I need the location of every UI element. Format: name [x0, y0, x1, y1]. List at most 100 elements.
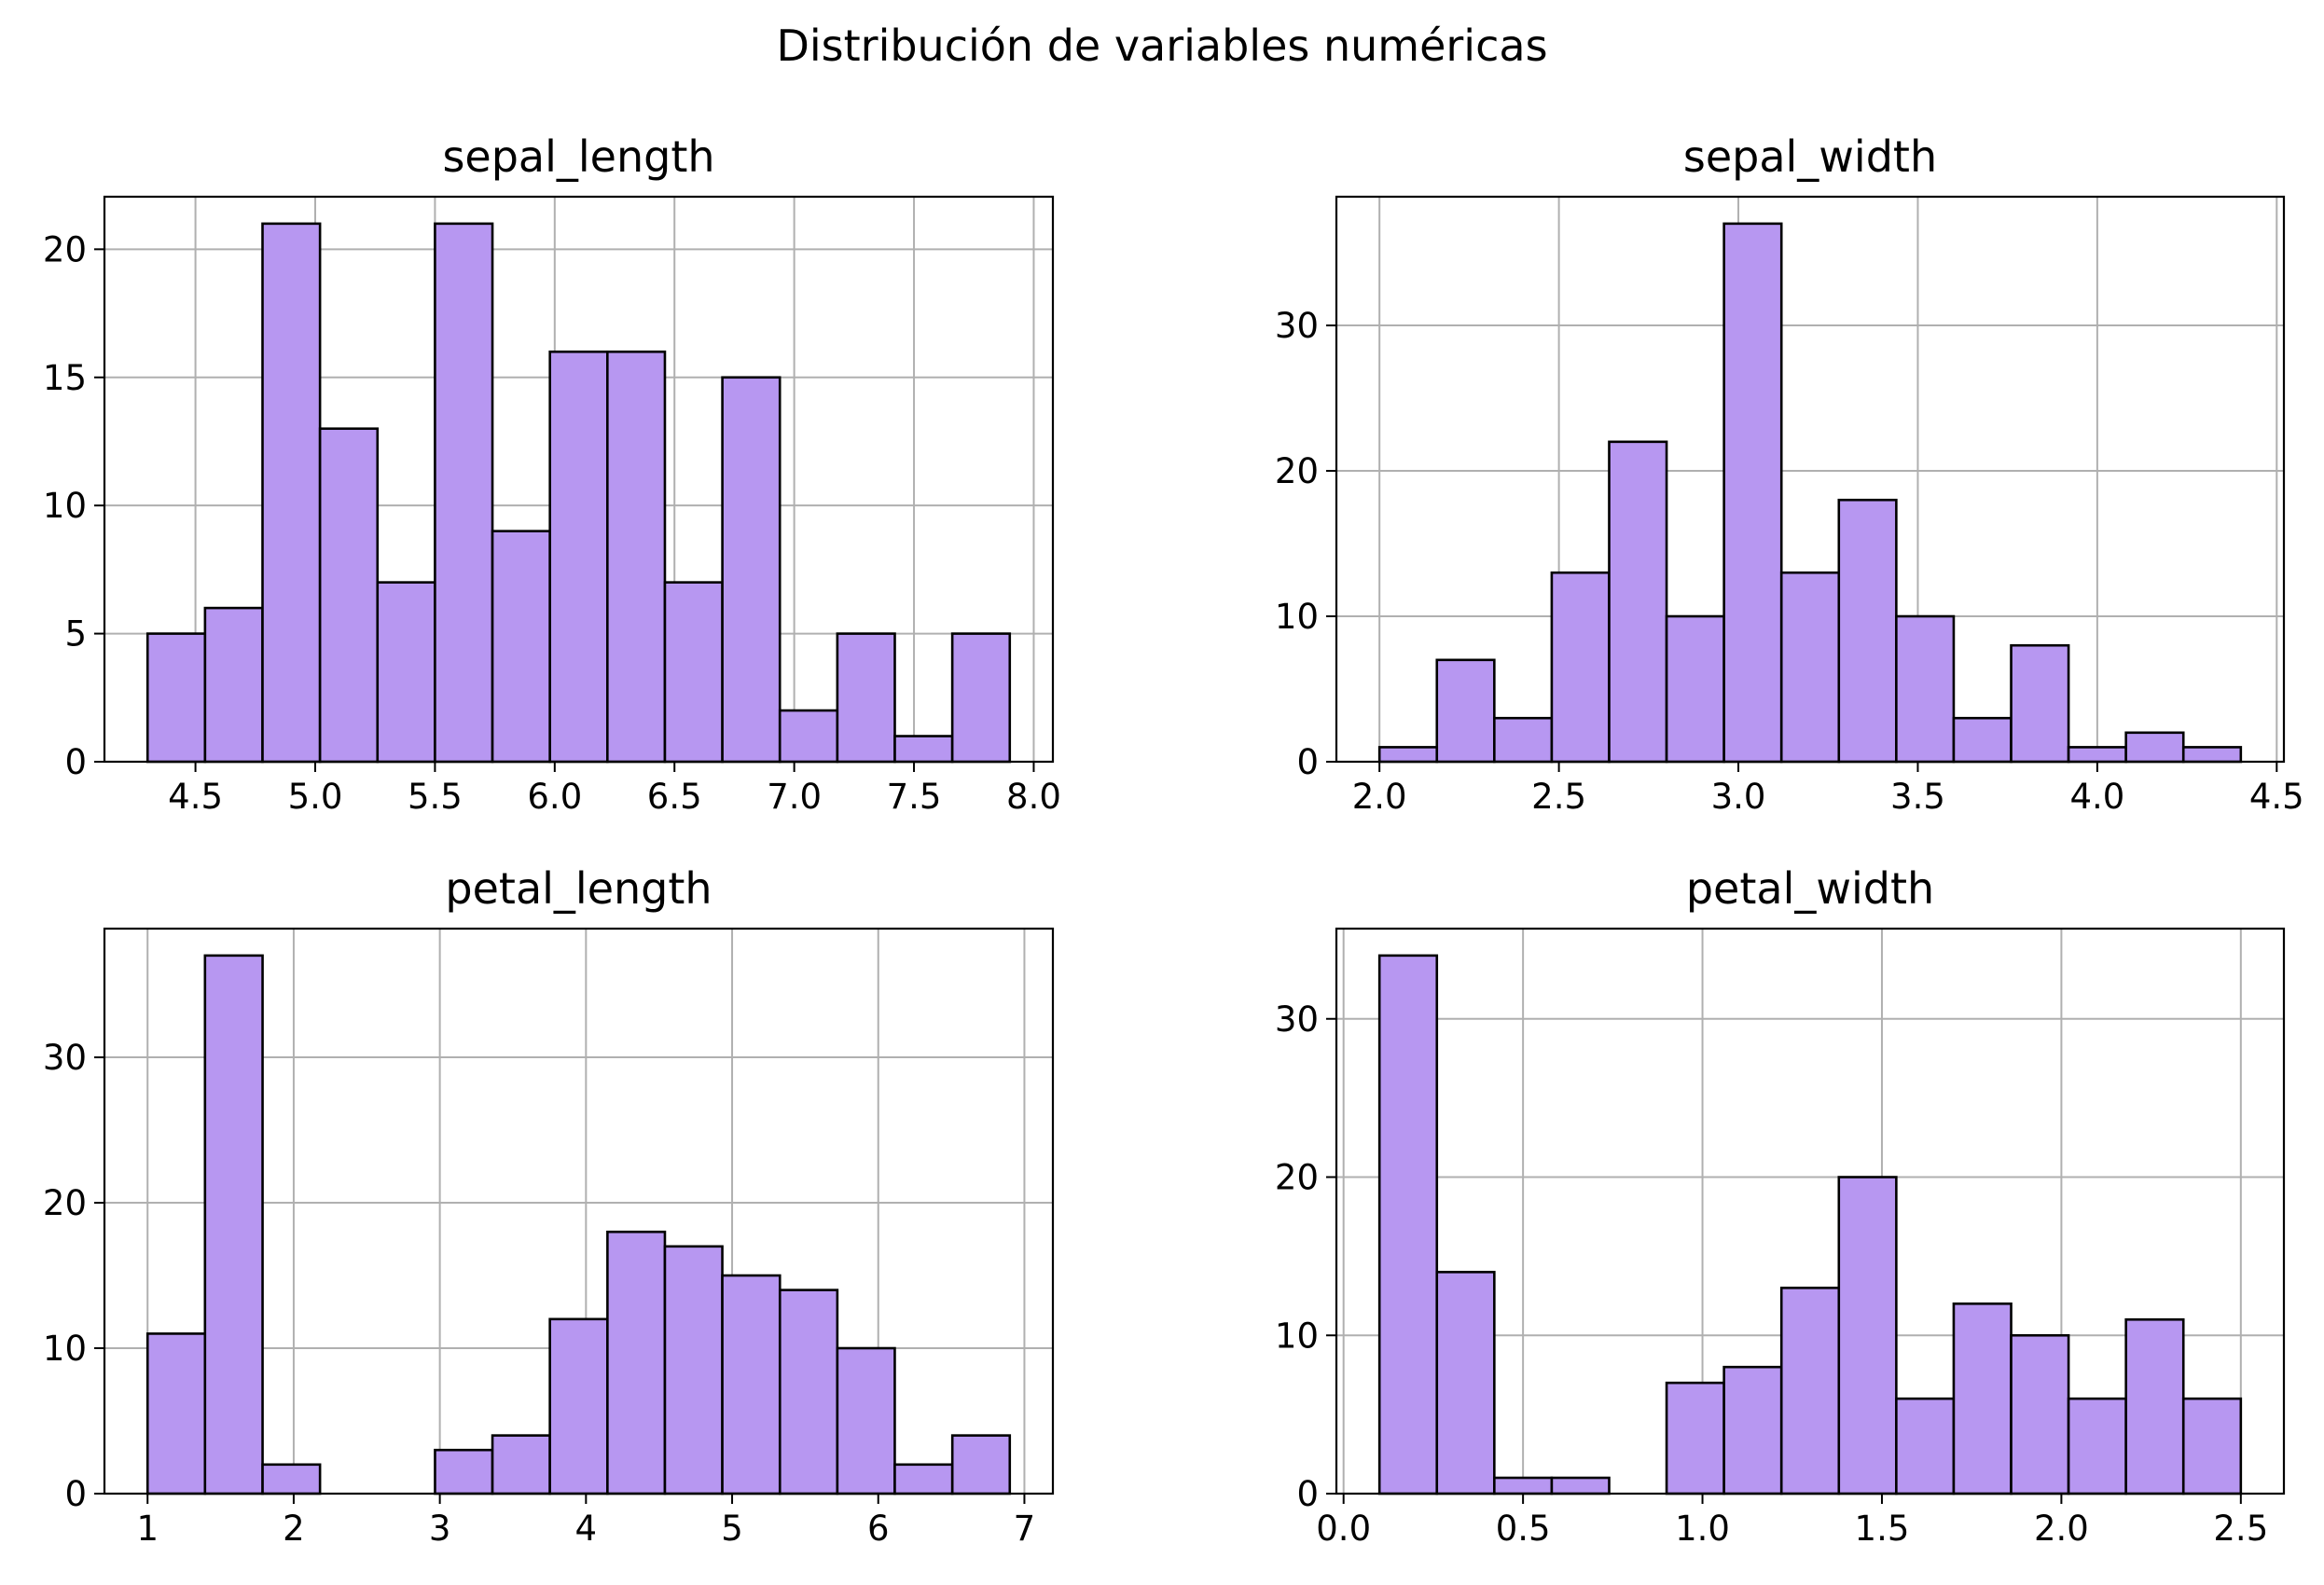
- histogram-bar: [145, 632, 207, 764]
- subplot-sepal-length: 4.5 5.0 5.5 6.0 6.5 7.0 7.5 8.0 0 5 10 15 20 sepal_le…: [43, 131, 1061, 817]
- histogram-bar: [1550, 571, 1611, 764]
- y-tick-label: 20: [43, 1183, 87, 1223]
- histogram-bar: [434, 222, 494, 764]
- histogram-bar: [203, 606, 264, 764]
- histogram-bar: [893, 1463, 954, 1495]
- x-tick-label: 1: [136, 1509, 159, 1549]
- x-tick-label: 4: [575, 1509, 598, 1549]
- subplot-title: petal_width: [1686, 863, 1934, 914]
- y-tick-label: 30: [1275, 306, 1319, 346]
- histogram-bar: [2124, 1317, 2185, 1495]
- y-tick-label: 20: [1275, 1158, 1319, 1198]
- histogram-bar: [1722, 222, 1783, 764]
- x-tick-label: 0.0: [1316, 1509, 1371, 1549]
- x-tick-label: 1.0: [1675, 1509, 1730, 1549]
- x-tick-label: 8.0: [1006, 777, 1061, 817]
- y-tick-label: 0: [64, 1474, 87, 1514]
- histogram-bar: [2181, 1397, 2243, 1495]
- histogram-bar: [1377, 746, 1439, 764]
- histogram-bar: [836, 1346, 896, 1495]
- y-tick-label: 30: [1275, 999, 1319, 1040]
- histogram-bar: [2010, 1333, 2070, 1495]
- histogram-bar: [1779, 1287, 1841, 1495]
- x-tick-label: 6.5: [647, 777, 702, 817]
- subplot-title: sepal_length: [442, 131, 714, 182]
- y-tick-label: 0: [1296, 742, 1319, 782]
- subplot-petal-length: 1 2 3 4 5 6 7 0 10 20 30 petal_length: [43, 863, 1055, 1549]
- subplot-petal-width: 0.0 0.5 1.0 1.5 2.0 2.5 0 10 20 30 petal_width: [1275, 863, 2286, 1549]
- histogram-bar: [663, 1245, 724, 1495]
- x-tick-label: 2: [283, 1509, 305, 1549]
- y-tick-label: 5: [64, 614, 87, 655]
- x-tick-label: 2.5: [2213, 1509, 2268, 1549]
- x-tick-label: 1.5: [1855, 1509, 1910, 1549]
- histogram-bar: [1665, 1381, 1725, 1495]
- x-tick-label: 0.5: [1496, 1509, 1551, 1549]
- y-tick-label: 10: [43, 1329, 87, 1369]
- histogram-bar: [1895, 614, 1956, 764]
- axes-frame: [103, 195, 1055, 764]
- x-tick-label: 3: [429, 1509, 451, 1549]
- histogram-bar: [1722, 1365, 1783, 1495]
- x-tick-label: 2.0: [2034, 1509, 2089, 1549]
- histogram-bar: [376, 581, 436, 764]
- y-tick-label: 15: [43, 358, 87, 398]
- x-tick-label: 6: [867, 1509, 890, 1549]
- x-tick-label: 3.0: [1711, 777, 1766, 817]
- axes-frame: [103, 927, 1055, 1495]
- histogram-bar: [491, 1434, 551, 1495]
- x-tick-label: 5: [721, 1509, 743, 1549]
- histogram-bar: [1952, 1302, 2013, 1495]
- y-tick-label: 10: [1275, 597, 1319, 637]
- y-tick-label: 20: [1275, 451, 1319, 491]
- y-tick-label: 30: [43, 1038, 87, 1078]
- histogram-bar: [261, 1463, 322, 1495]
- histogram-bar: [1493, 1476, 1554, 1495]
- x-tick-label: 4.5: [2249, 777, 2304, 817]
- histogram-bar: [1837, 1176, 1898, 1495]
- histogram-bar: [491, 530, 551, 764]
- y-tick-label: 20: [43, 229, 87, 269]
- histogram-bar: [2067, 1397, 2127, 1495]
- histogram-bar: [1493, 716, 1554, 764]
- y-tick-label: 0: [64, 742, 87, 782]
- x-tick-label: 2.0: [1352, 777, 1407, 817]
- y-tick-label: 0: [1296, 1474, 1319, 1514]
- subplot-title: sepal_width: [1683, 131, 1937, 182]
- histogram-bar: [721, 1274, 782, 1495]
- histogram-bar: [1435, 658, 1496, 764]
- x-tick-label: 4.0: [2069, 777, 2124, 817]
- histogram-bar: [2124, 731, 2185, 764]
- histogram-bar: [1779, 571, 1841, 764]
- y-tick-label: 10: [43, 486, 87, 526]
- histogram-bar: [950, 632, 1012, 764]
- x-tick-label: 7.5: [887, 777, 942, 817]
- x-tick-label: 5.5: [408, 777, 463, 817]
- histogram-bar: [1895, 1397, 1956, 1495]
- x-tick-label: 6.0: [527, 777, 582, 817]
- histogram-bar: [1665, 614, 1725, 764]
- x-tick-label: 2.5: [1531, 777, 1586, 817]
- histogram-bar: [721, 376, 782, 764]
- x-tick-label: 4.5: [168, 777, 223, 817]
- histogram-bar: [1952, 716, 2013, 764]
- histogram-bar: [2010, 643, 2070, 764]
- histogram-bar: [778, 709, 839, 764]
- histogram-bar: [548, 350, 609, 764]
- histogram-bar: [145, 1332, 207, 1495]
- histogram-bar: [1837, 498, 1898, 764]
- y-tick-label: 10: [1275, 1316, 1319, 1356]
- subplot-sepal-width: 2.0 2.5 3.0 3.5 4.0 4.5 0 10 20 30 sepal_width: [1275, 131, 2304, 817]
- histogram-bar: [2181, 746, 2243, 764]
- histogram-bar: [1550, 1476, 1611, 1495]
- histogram-bar: [893, 735, 954, 764]
- axes-frame: [1335, 195, 2286, 764]
- histogram-bar: [1435, 1271, 1496, 1495]
- histogram-bar: [203, 954, 264, 1495]
- x-tick-label: 3.5: [1890, 777, 1945, 817]
- histogram-bar: [606, 350, 667, 764]
- axes-frame: [1335, 927, 2286, 1495]
- figure-title: Distribución de variables numéricas: [776, 21, 1547, 71]
